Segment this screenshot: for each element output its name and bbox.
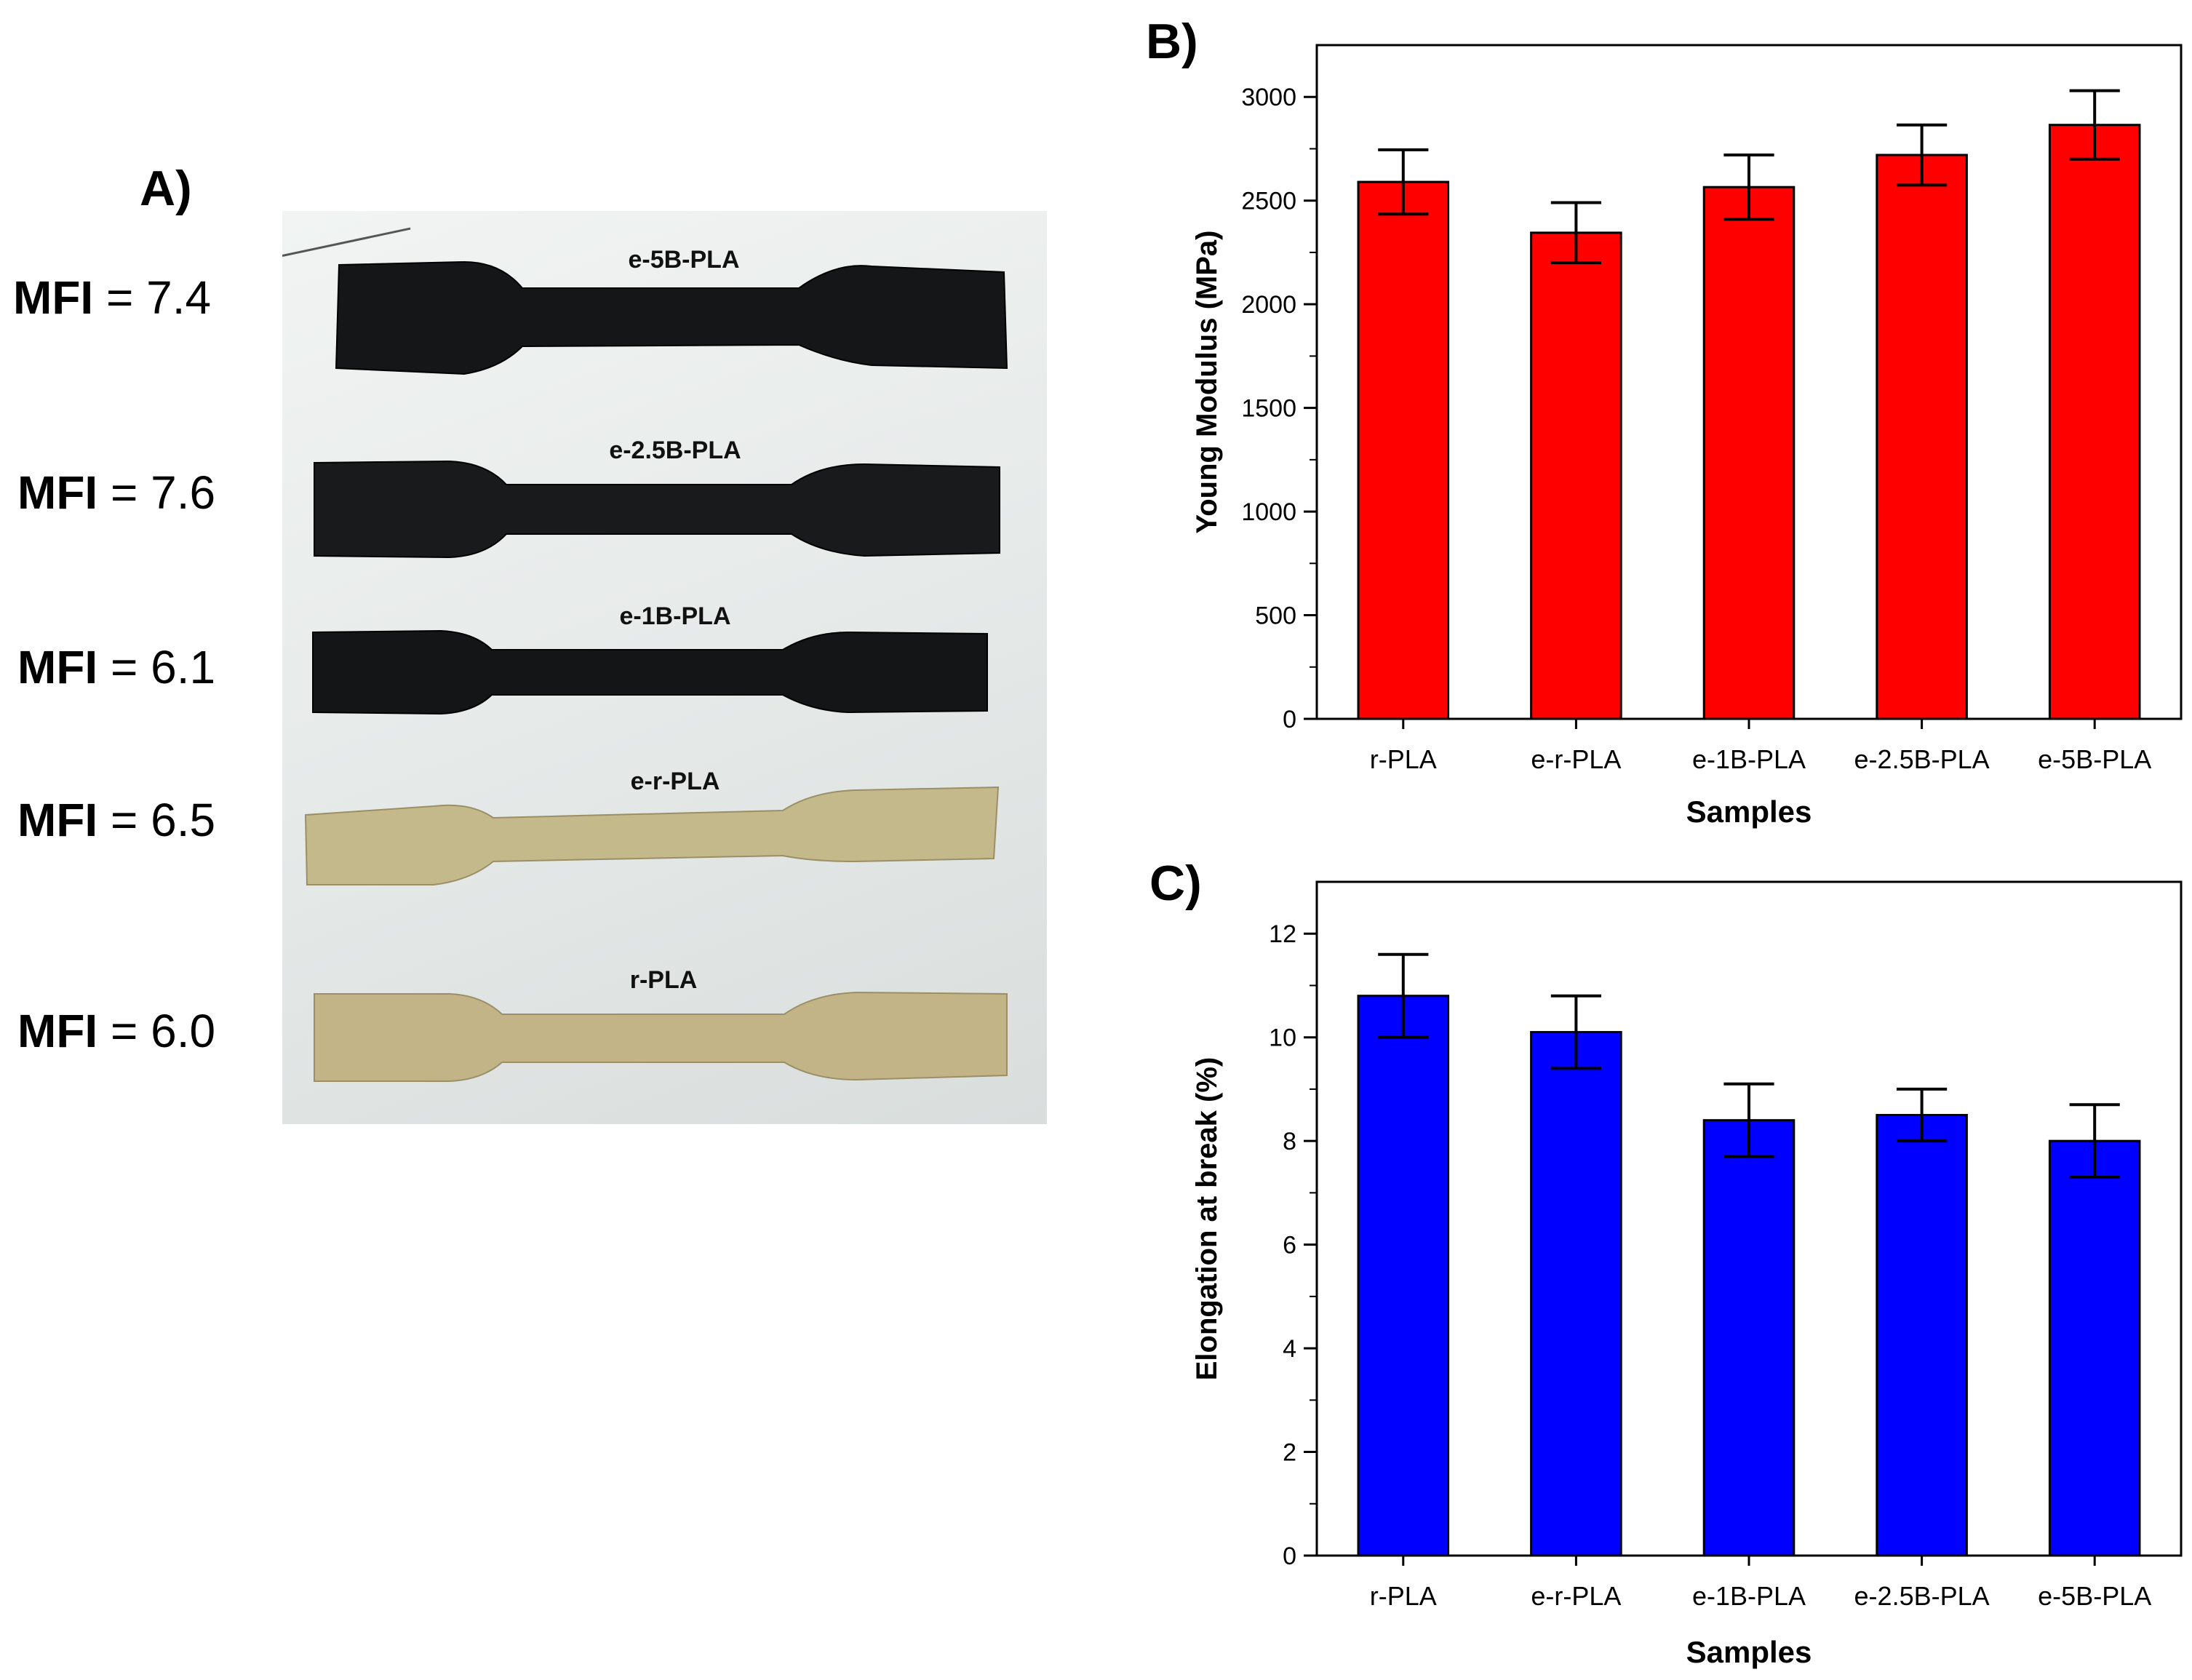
bar-r-PLA xyxy=(1357,180,1450,720)
x-tick-label: e-1B-PLA xyxy=(1692,744,1806,774)
specimen-shape-4 xyxy=(314,991,1008,1082)
y-tick-label: 3000 xyxy=(1241,84,1296,111)
specimen-label-e-r-PLA: e-r-PLA xyxy=(630,768,720,795)
y-tick-label: 500 xyxy=(1255,602,1296,630)
x-tick-label: e-1B-PLA xyxy=(1692,1581,1806,1611)
panel-c-letter: C) xyxy=(1149,856,1202,911)
bar-e-1B-PLA xyxy=(1702,1119,1796,1557)
x-axis-label: Samples xyxy=(1686,1635,1812,1669)
specimen-r-PLA xyxy=(311,990,1010,1084)
y-tick-label: 0 xyxy=(1283,1542,1296,1570)
y-tick-label: 2500 xyxy=(1241,188,1296,215)
mfi-label-3: MFI = 6.1 xyxy=(17,641,216,693)
y-tick-label: 0 xyxy=(1283,706,1296,733)
x-tick-label: e-2.5B-PLA xyxy=(1854,1581,1990,1611)
young-modulus-chart: r-PLA e-r-PLA e-1B-PLA e-2.5B-PLA e-5B-PLA 0 5… xyxy=(1164,29,2192,844)
y-tick-label: 8 xyxy=(1283,1128,1296,1155)
y-tick-label: 12 xyxy=(1269,920,1296,948)
young-modulus-chart-svg: r-PLA e-r-PLA e-1B-PLA e-2.5B-PLA e-5B-PLA 0 5… xyxy=(1191,44,2183,829)
specimen-label-e-1B-PLA: e-1B-PLA xyxy=(619,602,731,630)
specimen-e-1B-PLA xyxy=(310,629,990,715)
bar-e-5B-PLA xyxy=(2048,124,2141,720)
specimen-shape-2 xyxy=(312,629,988,715)
mfi-label-5: MFI = 6.0 xyxy=(17,1005,216,1057)
specimen-e-r-PLA xyxy=(303,786,1001,888)
specimen-shape-1 xyxy=(314,460,1000,559)
y-axis-label: Elongation at break (%) xyxy=(1191,1057,1223,1381)
y-tick-label: 4 xyxy=(1283,1335,1296,1363)
specimen-label-e-2.5B-PLA: e-2.5B-PLA xyxy=(609,437,741,464)
bar-e-2.5B-PLA xyxy=(1876,154,1968,720)
specimen-label-e-5B-PLA: e-5B-PLA xyxy=(628,246,740,274)
x-tick-label: e-r-PLA xyxy=(1531,744,1621,774)
bar-e-r-PLA xyxy=(1530,231,1622,720)
y-tick-label: 2 xyxy=(1283,1439,1296,1467)
y-tick-label: 10 xyxy=(1269,1024,1296,1052)
photo-background-line xyxy=(282,227,411,257)
bar-r-PLA xyxy=(1357,995,1450,1557)
y-tick-label: 6 xyxy=(1283,1232,1296,1259)
bar-e-r-PLA xyxy=(1530,1031,1622,1557)
x-tick-label: r-PLA xyxy=(1370,744,1437,774)
mfi-label-1: MFI = 7.4 xyxy=(13,271,212,324)
x-tick-label: e-5B-PLA xyxy=(2038,744,2151,774)
elongation-chart-svg: r-PLA e-r-PLA e-1B-PLA e-2.5B-PLA e-5B-PLA 0 2… xyxy=(1191,880,2183,1669)
y-tick-label: 1000 xyxy=(1241,498,1296,526)
x-tick-label: r-PLA xyxy=(1370,1581,1437,1611)
specimen-photo: e-5B-PLA e-2.5B-PLA e-1B-PLA e-r-PLA r-P… xyxy=(282,211,1047,1124)
y-tick-label: 2000 xyxy=(1241,291,1296,319)
specimen-shape-3 xyxy=(304,786,1000,885)
x-tick-label: e-r-PLA xyxy=(1531,1581,1621,1611)
specimen-e-5B-PLA xyxy=(333,259,1010,377)
y-tick-label: 1500 xyxy=(1241,395,1296,423)
bar-e-5B-PLA xyxy=(2048,1139,2141,1557)
x-axis-label: Samples xyxy=(1686,795,1812,829)
specimen-label-r-PLA: r-PLA xyxy=(629,966,698,994)
bar-e-2.5B-PLA xyxy=(1876,1114,1968,1557)
specimen-shape-0 xyxy=(335,260,1008,375)
bar-e-1B-PLA xyxy=(1702,186,1796,720)
elongation-chart: r-PLA e-r-PLA e-1B-PLA e-2.5B-PLA e-5B-PLA 0 2… xyxy=(1164,866,2192,1680)
specimen-e-2.5B-PLA xyxy=(311,458,1003,560)
panel-a-letter: A) xyxy=(140,161,192,216)
mfi-label-4: MFI = 6.5 xyxy=(17,794,216,846)
x-tick-label: e-5B-PLA xyxy=(2038,1581,2151,1611)
panel-b-letter: B) xyxy=(1146,14,1198,69)
mfi-label-2: MFI = 7.6 xyxy=(17,466,216,519)
x-tick-label: e-2.5B-PLA xyxy=(1854,744,1990,774)
y-axis-label: Young Modulus (MPa) xyxy=(1191,231,1223,534)
